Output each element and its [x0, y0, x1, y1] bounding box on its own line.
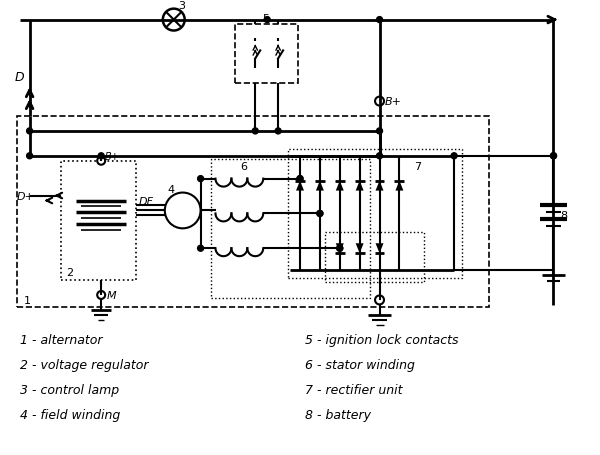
Text: 8: 8: [560, 211, 568, 221]
Text: 7: 7: [415, 162, 421, 172]
Bar: [61, 162, 136, 280]
Polygon shape: [356, 181, 364, 191]
Polygon shape: [336, 244, 344, 253]
Circle shape: [317, 211, 323, 217]
Circle shape: [317, 211, 323, 217]
Text: 2 - voltage regulator: 2 - voltage regulator: [20, 358, 148, 371]
Text: DF: DF: [139, 196, 154, 206]
Circle shape: [297, 176, 303, 182]
Polygon shape: [395, 181, 403, 191]
Circle shape: [97, 291, 105, 299]
Text: 4 - field winding: 4 - field winding: [20, 408, 120, 421]
Circle shape: [252, 129, 258, 135]
Text: M: M: [107, 290, 117, 300]
Circle shape: [297, 176, 303, 182]
Polygon shape: [376, 244, 383, 253]
Text: 2: 2: [67, 268, 74, 278]
Text: 3 - control lamp: 3 - control lamp: [20, 383, 119, 396]
Circle shape: [163, 10, 185, 31]
Text: 6 - stator winding: 6 - stator winding: [305, 358, 415, 371]
Circle shape: [26, 129, 32, 135]
Text: 7 - rectifier unit: 7 - rectifier unit: [305, 383, 403, 396]
Bar: [235, 25, 298, 84]
Circle shape: [264, 18, 270, 24]
Bar: [288, 150, 462, 278]
Polygon shape: [336, 181, 344, 191]
Circle shape: [337, 246, 343, 252]
Text: 5 - ignition lock contacts: 5 - ignition lock contacts: [305, 334, 458, 346]
Text: D+: D+: [17, 191, 35, 201]
Circle shape: [275, 129, 281, 135]
Text: D: D: [14, 71, 25, 84]
Text: 1: 1: [23, 295, 31, 305]
Circle shape: [451, 153, 457, 159]
Text: 3: 3: [178, 0, 185, 10]
Text: 8 - battery: 8 - battery: [305, 408, 371, 421]
Text: B+: B+: [385, 97, 401, 107]
Circle shape: [375, 296, 384, 305]
Circle shape: [197, 246, 203, 252]
Circle shape: [197, 176, 203, 182]
Circle shape: [98, 153, 104, 159]
Polygon shape: [296, 181, 304, 191]
Bar: [211, 159, 370, 298]
Circle shape: [337, 246, 343, 252]
Circle shape: [165, 193, 200, 229]
Circle shape: [377, 18, 383, 24]
Polygon shape: [356, 244, 364, 253]
Bar: [325, 233, 424, 283]
Circle shape: [377, 153, 383, 159]
Circle shape: [97, 157, 105, 165]
Polygon shape: [316, 181, 324, 191]
Circle shape: [375, 97, 384, 106]
Text: B+: B+: [105, 152, 120, 162]
Text: 1 - alternator: 1 - alternator: [20, 334, 102, 346]
Circle shape: [551, 153, 556, 159]
Text: 4: 4: [168, 184, 175, 194]
Circle shape: [551, 153, 556, 159]
Text: 6: 6: [241, 162, 247, 172]
Circle shape: [377, 129, 383, 135]
Polygon shape: [376, 181, 383, 191]
Bar: [17, 117, 489, 307]
Text: 5: 5: [262, 14, 269, 24]
Circle shape: [26, 153, 32, 159]
